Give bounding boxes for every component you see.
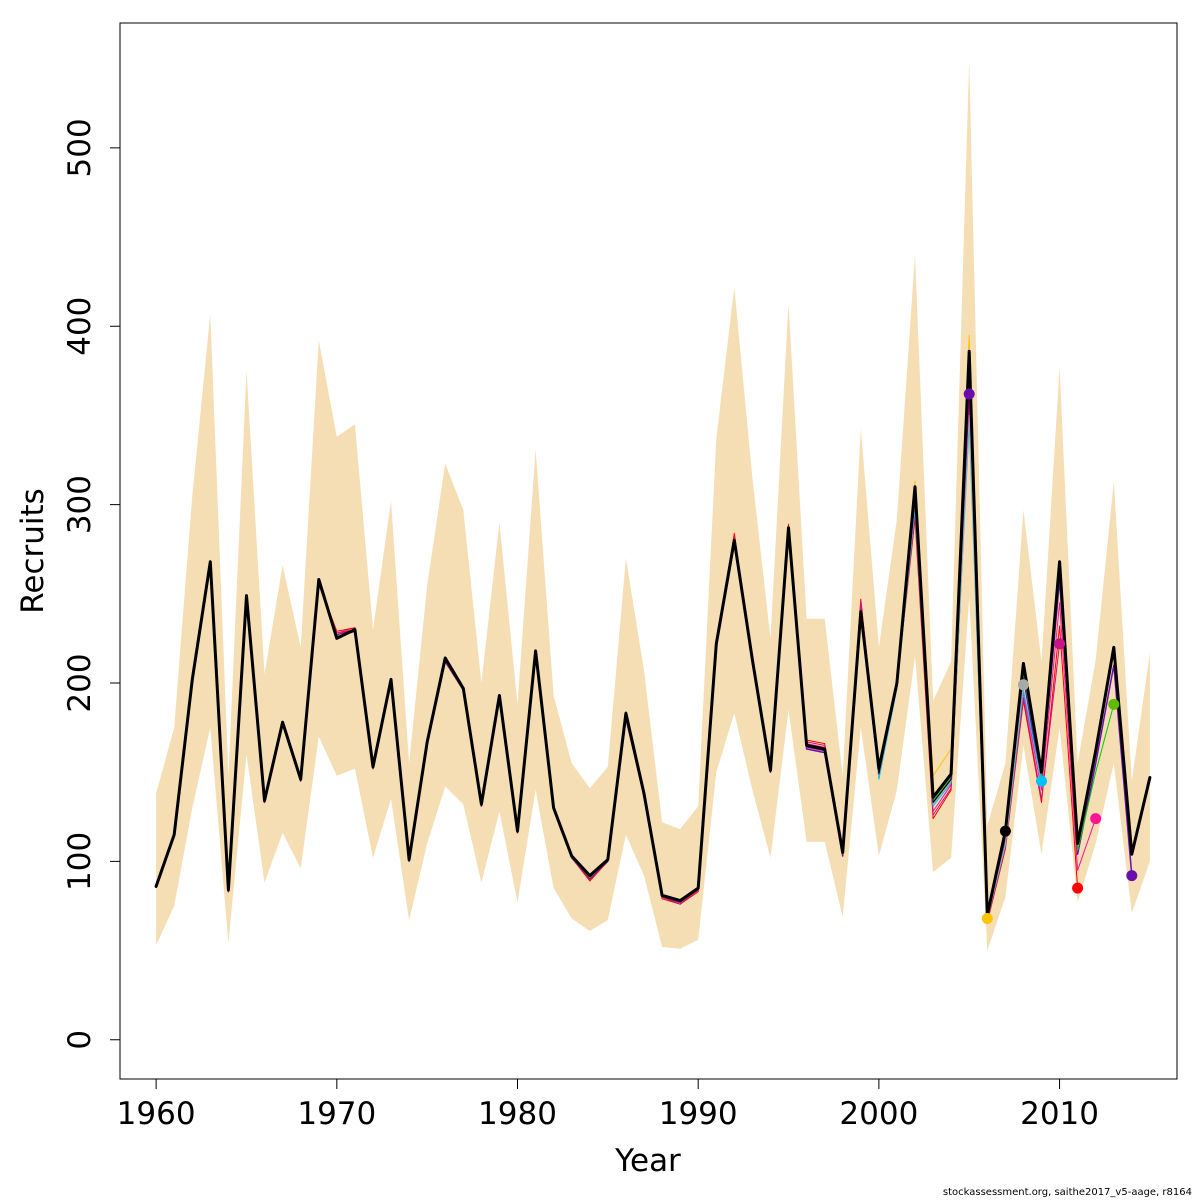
y-tick-label: 0 xyxy=(62,1030,98,1050)
endpoint-marker-2012 xyxy=(1090,813,1102,825)
series-layer xyxy=(154,334,1152,923)
y-tick-label: 400 xyxy=(62,297,98,356)
plot-frame xyxy=(119,22,1178,1080)
x-tick-label: 1990 xyxy=(659,1096,738,1132)
y-tick-label: 500 xyxy=(62,118,98,177)
endpoint-marker-2010 xyxy=(1054,638,1066,650)
endpoint-marker-2008 xyxy=(1017,679,1029,691)
x-tick-label: 1970 xyxy=(297,1096,376,1132)
x-axis-title: Year xyxy=(614,1143,681,1179)
y-tick-label: 100 xyxy=(62,832,98,891)
y-axis-title: Recruits xyxy=(15,488,51,614)
endpoint-marker-2014 xyxy=(1126,870,1138,882)
endpoint-marker-2007 xyxy=(999,825,1011,837)
y-tick-label: 300 xyxy=(62,475,98,534)
confidence-band-layer xyxy=(156,60,1150,951)
x-axis: 1960 1970 1980 1990 2000 2010 xyxy=(117,1078,1099,1132)
endpoint-layer xyxy=(963,388,1138,924)
x-tick-label: 2000 xyxy=(839,1096,918,1132)
endpoint-marker-2013 xyxy=(1108,698,1120,710)
endpoint-marker-2009 xyxy=(1036,775,1047,787)
series-line-main xyxy=(154,349,1152,917)
x-tick-label: 1980 xyxy=(478,1096,557,1132)
endpoint-marker-2005 xyxy=(963,388,975,400)
x-tick-label: 2010 xyxy=(1020,1096,1099,1132)
y-axis: 0 100 200 300 400 500 xyxy=(62,118,121,1050)
y-tick-label: 200 xyxy=(62,653,98,712)
x-tick-label: 1960 xyxy=(117,1096,196,1132)
endpoint-marker-2006 xyxy=(981,913,993,924)
confidence-band xyxy=(156,60,1150,951)
footer-caption: stockassessment.org, saithe2017_v5-aage,… xyxy=(942,1187,1192,1198)
endpoint-marker-2011 xyxy=(1072,882,1084,894)
